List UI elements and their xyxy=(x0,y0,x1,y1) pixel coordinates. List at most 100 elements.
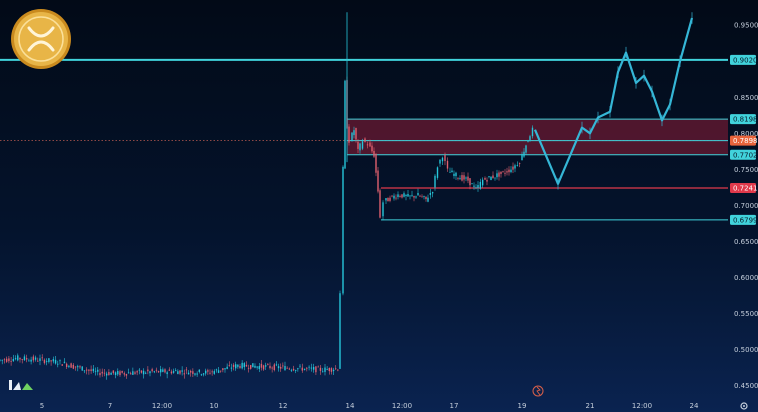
candle-body xyxy=(439,159,441,164)
candle-body xyxy=(531,127,534,137)
candle-body xyxy=(357,141,359,149)
candle-body xyxy=(85,369,88,371)
candle-body xyxy=(455,172,457,177)
candle-body xyxy=(463,175,465,180)
candle-body xyxy=(377,170,379,192)
candle-body xyxy=(34,357,37,360)
candle-body xyxy=(52,359,55,362)
candle-body xyxy=(205,370,207,374)
candle-body xyxy=(21,359,23,361)
candle-body xyxy=(164,369,166,373)
candle-body xyxy=(103,372,106,374)
candle-body xyxy=(339,293,341,369)
candle-body xyxy=(348,126,350,143)
y-tick-label: 0.7000 xyxy=(734,202,758,210)
candle-body xyxy=(138,369,140,371)
level-badge xyxy=(730,183,756,194)
candle-body xyxy=(469,178,471,186)
candle-body xyxy=(25,358,28,360)
candle-body xyxy=(326,369,328,370)
candle-body xyxy=(444,155,446,162)
candle-body xyxy=(301,367,303,371)
candle-body xyxy=(306,367,308,369)
candle-body xyxy=(30,359,32,362)
x-tick-label: 19 xyxy=(518,402,527,410)
candle-body xyxy=(297,368,299,370)
candle-body xyxy=(475,187,477,189)
candle-body xyxy=(97,369,99,372)
level-badge-label: 0.7241 xyxy=(733,185,758,193)
candle-body xyxy=(145,372,147,374)
level-badge-label: 0.6799 xyxy=(733,216,758,224)
candle-body xyxy=(288,368,290,370)
candle-body xyxy=(185,369,188,371)
candle-body xyxy=(63,361,66,363)
candle-body xyxy=(209,372,211,374)
level-badge xyxy=(730,149,756,160)
candle-body xyxy=(471,183,473,185)
candle-body xyxy=(453,173,455,176)
level-badge xyxy=(730,214,756,225)
candle-body xyxy=(258,366,260,370)
candle-body xyxy=(413,196,415,198)
candle-body xyxy=(5,358,8,362)
candle-body xyxy=(90,369,92,371)
candle-body xyxy=(149,371,151,374)
y-tick-label: 0.8500 xyxy=(734,94,758,102)
candle-body xyxy=(277,366,280,369)
level-badge xyxy=(730,54,756,65)
candle-body xyxy=(361,141,364,149)
candle-body xyxy=(222,368,224,371)
candle-body xyxy=(516,165,519,167)
candle-body xyxy=(405,195,407,197)
candle-body xyxy=(373,150,375,157)
candle-body xyxy=(177,371,179,375)
candle-body xyxy=(160,369,162,373)
gear-icon[interactable] xyxy=(740,402,748,410)
candle-body xyxy=(527,140,529,142)
x-tick-label: 21 xyxy=(586,402,595,410)
candle-body xyxy=(411,194,413,196)
candle-body xyxy=(260,363,263,368)
candle-body xyxy=(399,196,401,197)
candle-body xyxy=(232,364,235,367)
candle-body xyxy=(459,178,461,180)
candle-body xyxy=(50,360,52,362)
candle-body xyxy=(183,373,185,375)
candle-body xyxy=(68,365,70,367)
candle-body xyxy=(310,367,313,369)
candle-body xyxy=(284,366,286,371)
candle-body xyxy=(382,202,384,217)
candle-body xyxy=(369,142,371,147)
candle-body xyxy=(117,370,119,375)
candle-body xyxy=(465,177,467,179)
candle-body xyxy=(429,192,432,195)
candle-body xyxy=(295,370,297,371)
candle-body xyxy=(172,371,175,373)
candle-body xyxy=(477,185,479,188)
candle-body xyxy=(322,371,324,373)
candle-body xyxy=(449,171,451,173)
candle-body xyxy=(243,363,245,368)
candle-body xyxy=(127,372,130,374)
candle-body xyxy=(130,373,132,375)
candle-body xyxy=(59,360,61,362)
candle-body xyxy=(94,370,97,372)
event-marker-icon[interactable] xyxy=(532,385,544,397)
candle-body xyxy=(521,154,523,161)
candle-body xyxy=(496,173,498,178)
candle-body xyxy=(401,194,403,198)
candle-body xyxy=(481,179,484,186)
candle-body xyxy=(436,167,439,178)
candle-body xyxy=(215,369,218,371)
candle-body xyxy=(355,128,357,140)
candle-body xyxy=(286,367,288,369)
candle-body xyxy=(271,367,273,369)
candle-body xyxy=(467,176,469,181)
candle-body xyxy=(12,359,15,362)
x-tick-label: 12:00 xyxy=(152,402,172,410)
level-badge-label: 0.8198 xyxy=(733,116,758,124)
candle-body xyxy=(256,366,258,368)
candle-body xyxy=(514,165,516,169)
